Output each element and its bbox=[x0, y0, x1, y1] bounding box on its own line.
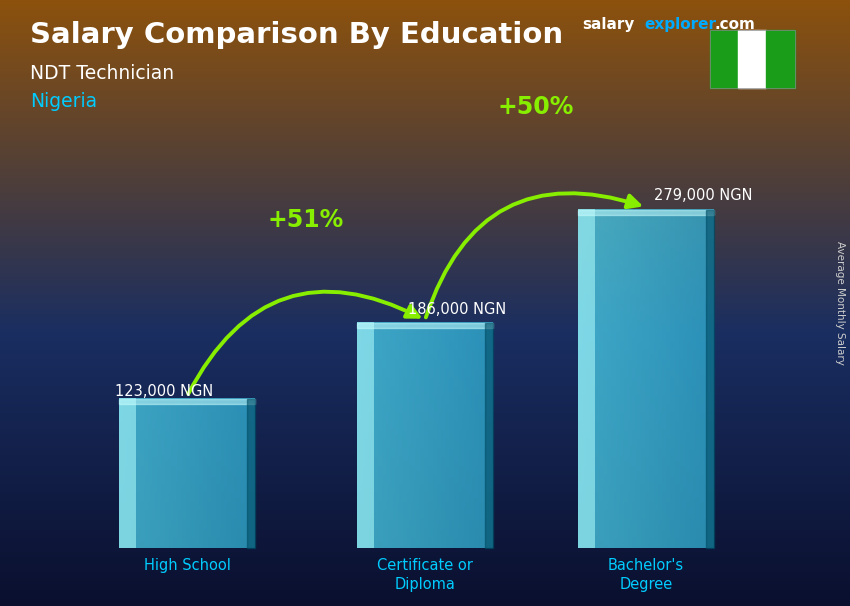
Text: 123,000 NGN: 123,000 NGN bbox=[115, 384, 213, 399]
Bar bbox=[246, 399, 255, 548]
Text: explorer: explorer bbox=[644, 17, 717, 32]
Bar bbox=[767, 30, 795, 88]
Text: Bachelor's
Degree: Bachelor's Degree bbox=[608, 558, 684, 592]
Text: .com: .com bbox=[714, 17, 755, 32]
Text: Certificate or
Diploma: Certificate or Diploma bbox=[377, 558, 473, 592]
Bar bbox=[119, 399, 255, 404]
Text: NDT Technician: NDT Technician bbox=[30, 64, 174, 82]
Text: 279,000 NGN: 279,000 NGN bbox=[654, 188, 753, 203]
Text: +50%: +50% bbox=[497, 95, 574, 119]
Text: Average Monthly Salary: Average Monthly Salary bbox=[835, 241, 845, 365]
Bar bbox=[706, 210, 714, 548]
Text: Salary Comparison By Education: Salary Comparison By Education bbox=[30, 21, 563, 49]
Text: Nigeria: Nigeria bbox=[30, 92, 97, 111]
Text: +51%: +51% bbox=[268, 208, 344, 232]
Text: High School: High School bbox=[144, 558, 230, 573]
Bar bbox=[738, 30, 767, 88]
Text: 186,000 NGN: 186,000 NGN bbox=[408, 302, 507, 317]
Bar bbox=[357, 323, 493, 328]
Text: salary: salary bbox=[582, 17, 635, 32]
Bar bbox=[710, 30, 795, 88]
Bar bbox=[578, 210, 714, 215]
Bar bbox=[484, 323, 493, 548]
Bar bbox=[710, 30, 738, 88]
